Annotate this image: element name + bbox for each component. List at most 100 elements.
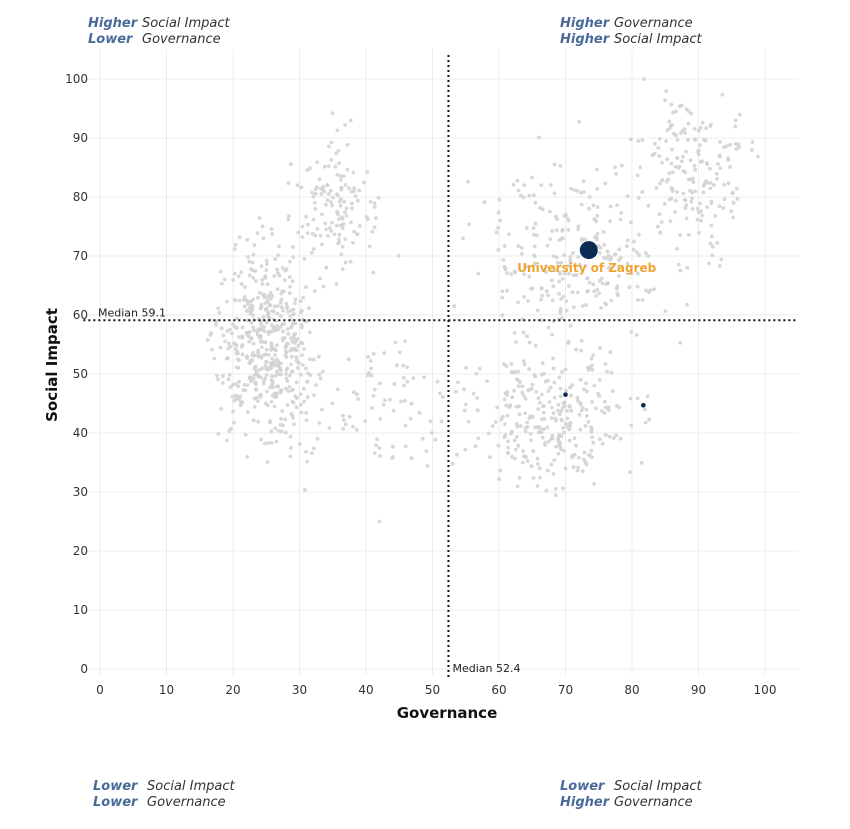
background-point (548, 209, 552, 214)
background-point (343, 210, 347, 215)
background-point (678, 341, 683, 345)
background-point (611, 436, 616, 441)
background-point (559, 409, 564, 413)
background-point (647, 417, 652, 422)
background-point (696, 128, 701, 133)
background-point (522, 183, 527, 188)
background-point (595, 167, 599, 172)
background-point (219, 326, 224, 331)
x-tick-label: 30 (292, 683, 307, 697)
background-point (269, 348, 273, 352)
background-point (311, 194, 316, 199)
background-point (219, 407, 224, 411)
background-point (496, 210, 501, 215)
background-point (579, 338, 584, 343)
background-point (251, 418, 256, 423)
background-point (584, 381, 588, 386)
y-axis-title: Social Impact (43, 308, 61, 422)
background-point (589, 429, 594, 434)
background-point (330, 111, 335, 116)
background-point (287, 291, 292, 295)
background-point (242, 383, 247, 387)
background-point (519, 245, 524, 250)
background-point (234, 326, 239, 330)
background-point (294, 396, 299, 400)
background-point (684, 216, 689, 221)
background-point (536, 430, 541, 435)
background-point (566, 228, 571, 232)
background-point (526, 388, 531, 393)
background-point (568, 254, 573, 259)
background-point (656, 146, 661, 150)
background-point (571, 251, 575, 256)
background-point (218, 269, 223, 274)
background-point (482, 200, 487, 205)
background-point (532, 373, 537, 377)
background-point (308, 166, 312, 171)
background-point (267, 366, 272, 370)
background-point (299, 373, 303, 377)
background-point (557, 433, 562, 437)
background-point (533, 200, 538, 205)
background-point (562, 253, 566, 258)
background-point (532, 244, 537, 249)
background-point (631, 247, 636, 252)
background-point (717, 153, 722, 158)
background-point (471, 391, 476, 396)
background-point (530, 286, 535, 291)
background-point (343, 123, 347, 127)
background-point (585, 276, 590, 280)
background-point (275, 324, 279, 328)
background-point (317, 421, 322, 425)
background-point (268, 420, 273, 425)
background-point (632, 239, 636, 244)
background-point (512, 331, 517, 335)
background-point (286, 341, 290, 346)
background-point (308, 357, 313, 362)
background-point (708, 124, 713, 128)
background-point (455, 452, 459, 457)
background-point (297, 442, 302, 446)
y-tick-label: 80 (73, 190, 88, 204)
background-point (529, 438, 533, 442)
background-point (691, 180, 696, 185)
background-point (289, 446, 293, 450)
background-point (320, 369, 325, 374)
background-point (279, 390, 283, 395)
x-tick-label: 80 (624, 683, 639, 697)
background-point (341, 174, 346, 179)
background-point (294, 348, 299, 353)
background-point (317, 177, 322, 182)
background-point (654, 186, 659, 191)
background-point (558, 394, 563, 399)
background-point (671, 131, 676, 136)
background-point (339, 197, 343, 201)
background-point (557, 375, 562, 380)
background-point (704, 126, 708, 131)
background-point (526, 299, 530, 303)
background-point (288, 348, 293, 353)
background-point (354, 428, 359, 432)
background-point (497, 477, 501, 481)
background-point (592, 383, 597, 388)
background-point (251, 297, 256, 302)
background-point (285, 327, 290, 331)
background-point (310, 190, 315, 195)
background-point (693, 189, 698, 194)
background-point (557, 291, 561, 296)
background-point (263, 363, 268, 368)
background-point (658, 181, 662, 186)
background-point (343, 260, 348, 265)
background-point (545, 468, 550, 473)
background-point (361, 180, 366, 185)
background-point (301, 295, 306, 300)
background-point (574, 443, 578, 448)
background-point (608, 350, 613, 355)
background-point (250, 304, 255, 309)
background-point (499, 417, 504, 422)
background-point (281, 338, 285, 343)
background-point (636, 139, 641, 144)
background-point (246, 255, 251, 259)
background-point (593, 235, 597, 239)
background-point (655, 224, 660, 229)
